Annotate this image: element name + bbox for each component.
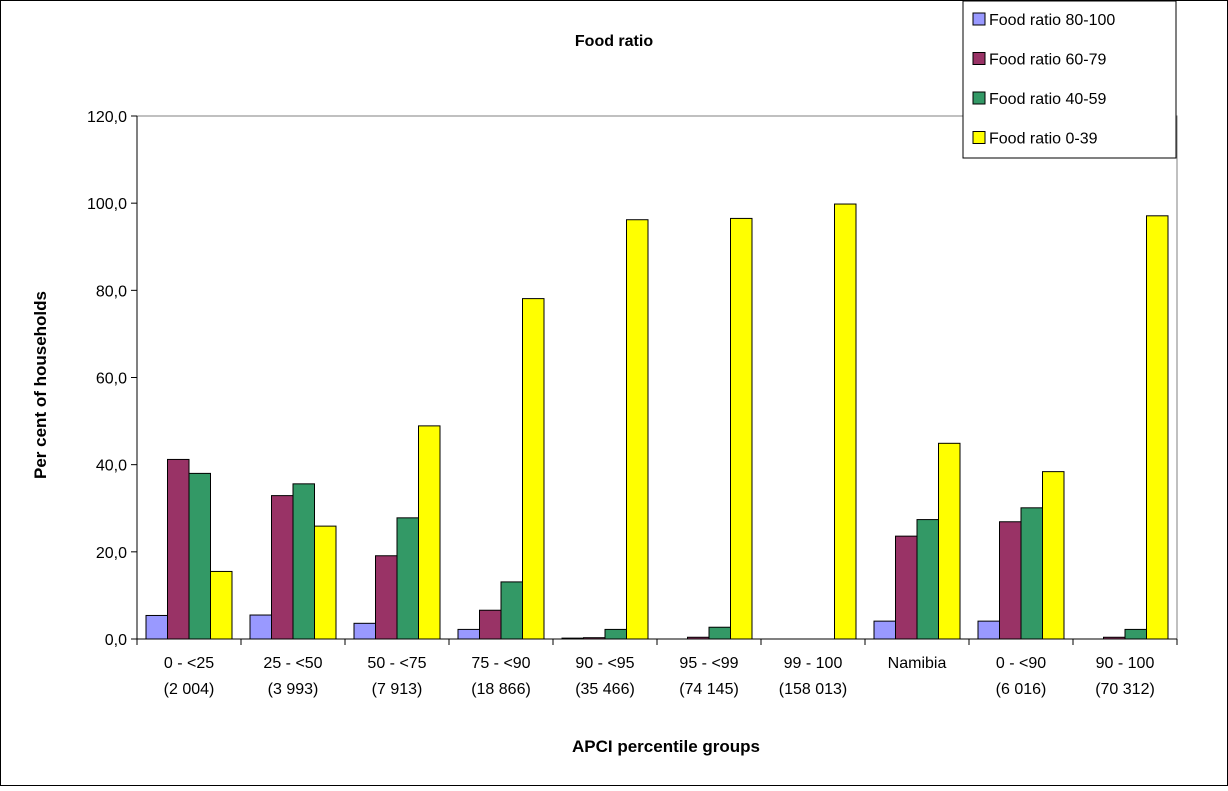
x-tick-label: (74 145) [679,681,739,698]
bar [895,535,918,640]
x-axis-label: APCI percentile groups [572,737,760,756]
x-tick-label: 0 - <25 [164,655,214,672]
bar [1103,636,1126,640]
bar [916,519,939,640]
bar [396,517,419,640]
bar [1020,507,1043,640]
bar [167,458,190,640]
x-tick-label: (6 016) [996,681,1047,698]
x-tick-label: 90 - <95 [575,655,634,672]
chart-title: Food ratio [575,33,653,50]
y-tick-label: 60,0 [96,371,127,388]
plot-area: 0,0 20,0 40,0 60,0 80,0 100,0 120,0 0 - <25 (2 0… [87,109,1178,698]
bar [457,628,480,640]
x-tick-label: (2 004) [164,681,215,698]
legend-swatch [972,52,986,65]
x-tick-label: 0 - <90 [996,655,1046,672]
bar [938,442,961,640]
bar [1146,215,1169,640]
bar [730,217,753,640]
bar [418,425,441,640]
x-tick-label: (3 993) [268,681,319,698]
x-tick-label: (158 013) [779,681,848,698]
bar [873,620,896,640]
bar [999,521,1022,640]
bar [249,614,272,640]
y-tick-label: 0,0 [105,632,127,649]
bar [479,609,502,640]
legend-label: Food ratio 0-39 [989,131,1098,148]
bar [1042,471,1065,640]
bar [522,298,545,640]
x-tick-label: 25 - <50 [263,655,322,672]
x-tick-label: (35 466) [575,681,635,698]
x-tick-label: 95 - <99 [679,655,738,672]
x-tick-label: (18 866) [471,681,531,698]
x-tick-label: 50 - <75 [367,655,426,672]
legend-swatch [972,91,986,105]
y-tick-label: 40,0 [96,458,127,475]
bar [687,636,710,640]
bar [145,614,168,640]
bar [626,219,649,640]
y-axis-label: Per cent of households [31,291,50,479]
legend-swatch [972,131,986,144]
legend-label: Food ratio 60-79 [989,52,1107,69]
bar [583,637,606,640]
bar [500,581,523,640]
bar [561,637,584,640]
x-tick-label: (70 312) [1095,681,1155,698]
x-tick-label: 99 - 100 [784,655,843,672]
x-tick-label: Namibia [888,655,947,672]
y-tick-label: 20,0 [96,545,127,562]
y-tick-label: 100,0 [87,196,127,213]
bar [834,203,857,640]
legend-box [962,0,1177,159]
x-tick-label: 90 - 100 [1096,655,1155,672]
legend-label: Food ratio 40-59 [989,91,1107,108]
legend-label: Food ratio 80-100 [989,12,1115,29]
x-tick-label: 75 - <90 [471,655,530,672]
y-tick-label: 120,0 [87,109,127,126]
y-tick-label: 80,0 [96,283,127,300]
legend-swatch [972,12,986,26]
bar [708,626,731,640]
x-tick-label: (7 913) [372,681,423,698]
bar [271,495,294,640]
bar [375,555,398,640]
bar [1124,628,1147,640]
bar [314,525,337,640]
bar [292,483,315,640]
bar [188,472,211,640]
bar [210,570,233,640]
bar [353,622,376,640]
legend: Food ratio 80-100 Food ratio 60-79 Food ra… [962,0,1177,159]
bar [977,620,1000,640]
bar [604,628,627,640]
